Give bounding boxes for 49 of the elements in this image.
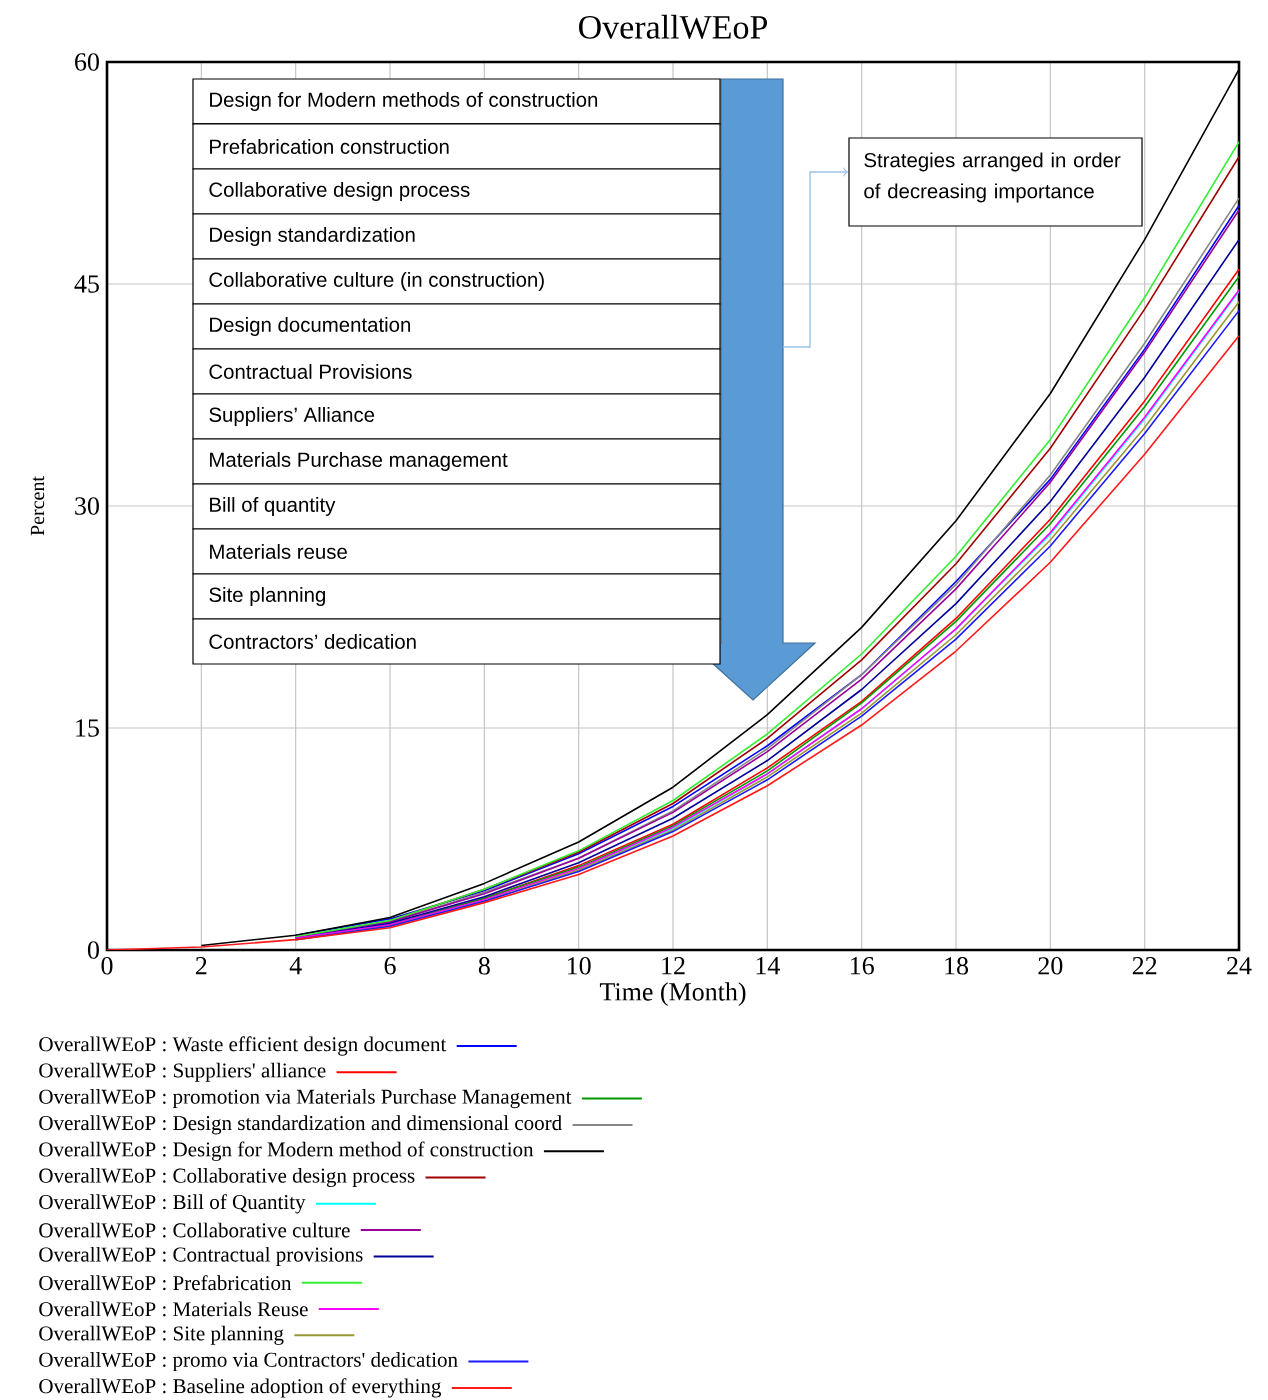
y-tick-label: 15	[76, 719, 99, 737]
legend-label: OverallWEoP : Collaborative design process	[39, 1167, 415, 1188]
x-tick-label: 10	[567, 957, 591, 975]
x-tick-label: 2	[195, 957, 207, 975]
annotation: Design for Modern methods of construction	[210, 91, 598, 111]
x-tick-label: 16	[850, 957, 874, 975]
x-tick-label: 24	[1227, 957, 1252, 975]
annotation: Design standardization	[210, 226, 415, 246]
legend-label: OverallWEoP : Design for Modern method of construction	[39, 1141, 534, 1161]
x-tick-label: 6	[384, 957, 396, 975]
y-tick-label: 60	[75, 53, 99, 71]
annotation: Collaborative culture (in construction)	[209, 271, 544, 291]
x-tick-label: 20	[1038, 957, 1063, 975]
x-tick-label: 0	[101, 957, 113, 975]
y-axis-title: Percent	[30, 476, 45, 536]
annotation: Strategies arranged in order of decreasing importance	[864, 152, 1121, 203]
annotation: Contractual Provisions	[209, 364, 412, 379]
x-tick-label: 18	[945, 957, 969, 975]
legend-label: OverallWEoP : Waste efficient design document	[39, 1036, 447, 1056]
legend-label: OverallWEoP : promotion via Materials Purchase Management	[39, 1089, 572, 1109]
legend-label: OverallWEoP : promo via Contractors' dedication	[39, 1352, 458, 1372]
y-tick-label: 0	[87, 941, 99, 959]
legend-label: OverallWEoP : Contractual provisions	[39, 1246, 363, 1266]
annotation: Collaborative design process	[209, 181, 470, 201]
annotation: Materials Purchase management	[210, 451, 508, 471]
x-axis-title: Time (Month)	[599, 982, 746, 1006]
x-tick-label: 8	[478, 957, 490, 975]
chart-title: OverallWEoP	[579, 14, 768, 39]
legend-label: OverallWEoP : Collaborative culture	[39, 1222, 350, 1238]
legend-label: OverallWEoP : Baseline adoption of everything	[39, 1378, 442, 1398]
annotation: Design documentation	[210, 316, 411, 336]
annotation: Bill of quantity	[210, 496, 336, 516]
annotation: Materials reuse	[210, 544, 347, 559]
x-tick-label: 4	[289, 957, 302, 975]
x-tick-label: 22	[1132, 957, 1157, 975]
x-tick-label: 12	[662, 957, 685, 975]
annotation: Suppliers’ Alliance	[209, 406, 375, 426]
y-tick-label: 30	[75, 497, 99, 515]
x-tick-label: 14	[756, 957, 780, 975]
legend-label: OverallWEoP : Materials Reuse	[39, 1301, 308, 1317]
annotation: Contractors’ dedication	[209, 634, 416, 649]
annotation: Site planning	[209, 586, 326, 606]
legend-label: OverallWEoP : Design standardization and dimensional coord	[39, 1115, 562, 1135]
y-tick-label: 45	[74, 275, 99, 293]
legend-label: OverallWEoP : Suppliers' alliance	[39, 1062, 326, 1082]
legend-label: OverallWEoP : Prefabrication	[39, 1275, 292, 1291]
legend-label: OverallWEoP : Site planning	[39, 1325, 284, 1345]
annotation: Prefabrication construction	[210, 139, 449, 154]
legend-label: OverallWEoP : Bill of Quantity	[39, 1194, 306, 1214]
